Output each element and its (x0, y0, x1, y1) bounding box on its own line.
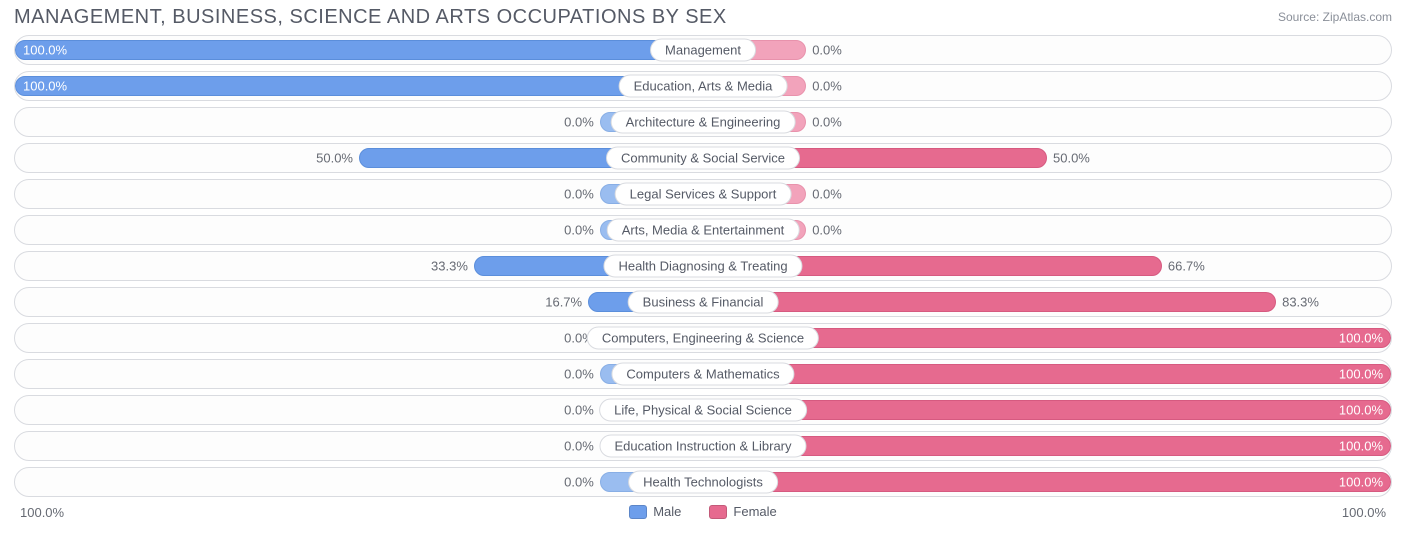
female-pct-label: 50.0% (1053, 151, 1090, 166)
female-bar (703, 364, 1391, 384)
category-label: Life, Physical & Social Science (599, 399, 807, 422)
male-pct-label: 0.0% (564, 403, 594, 418)
source-label: Source: ZipAtlas.com (1278, 10, 1392, 24)
male-pct-label: 0.0% (564, 187, 594, 202)
male-half: 0.0% (15, 216, 703, 244)
legend-male-label: Male (653, 504, 681, 519)
female-bar (703, 292, 1276, 312)
category-label: Legal Services & Support (615, 183, 792, 206)
male-pct-label: 0.0% (564, 439, 594, 454)
swatch-female (709, 505, 727, 519)
female-pct-label: 66.7% (1168, 259, 1205, 274)
female-pct-label: 83.3% (1282, 295, 1319, 310)
category-label: Computers & Mathematics (611, 363, 794, 386)
female-half: 100.0% (703, 360, 1391, 388)
chart-row: 0.0% 0.0% Architecture & Engineering (14, 107, 1392, 137)
female-bar (703, 472, 1391, 492)
male-pct-label: 33.3% (431, 259, 468, 274)
female-pct-label: 0.0% (812, 187, 842, 202)
chart-row: 0.0% 100.0% Health Technologists (14, 467, 1392, 497)
chart-row: 0.0% 100.0% Education Instruction & Librar… (14, 431, 1392, 461)
female-half: 0.0% (703, 36, 1391, 64)
legend-female-label: Female (733, 504, 776, 519)
category-label: Architecture & Engineering (611, 111, 796, 134)
male-half: 33.3% (15, 252, 703, 280)
category-label: Business & Financial (628, 291, 779, 314)
male-pct-label: 0.0% (564, 475, 594, 490)
female-pct-label: 100.0% (1339, 475, 1383, 490)
chart-title: MANAGEMENT, BUSINESS, SCIENCE AND ARTS O… (14, 6, 727, 29)
female-half: 83.3% (703, 288, 1391, 316)
female-half: 0.0% (703, 108, 1391, 136)
legend-male: Male (629, 504, 681, 519)
category-label: Education Instruction & Library (599, 435, 806, 458)
male-bar (15, 40, 703, 60)
male-half: 0.0% (15, 180, 703, 208)
chart-row: 50.0% 50.0% Community & Social Service (14, 143, 1392, 173)
category-label: Arts, Media & Entertainment (607, 219, 800, 242)
male-half: 0.0% (15, 468, 703, 496)
chart-area: 100.0% 0.0% Management 100.0% 0.0% Education,… (0, 33, 1406, 497)
chart-row: 0.0% 100.0% Life, Physical & Social Scienc… (14, 395, 1392, 425)
chart-row: 33.3% 66.7% Health Diagnosing & Treating (14, 251, 1392, 281)
legend: Male Female (0, 504, 1406, 519)
chart-row: 0.0% 0.0% Legal Services & Support (14, 179, 1392, 209)
category-label: Community & Social Service (606, 147, 800, 170)
male-half: 100.0% (15, 72, 703, 100)
female-pct-label: 100.0% (1339, 331, 1383, 346)
female-half: 0.0% (703, 216, 1391, 244)
male-pct-label: 0.0% (564, 223, 594, 238)
category-label: Education, Arts & Media (619, 75, 788, 98)
chart-row: 16.7% 83.3% Business & Financial (14, 287, 1392, 317)
chart-row: 0.0%100.0%Computers, Engineering & Scien… (14, 323, 1392, 353)
swatch-male (629, 505, 647, 519)
female-pct-label: 0.0% (812, 223, 842, 238)
category-label: Management (650, 39, 756, 62)
category-label: Health Technologists (628, 471, 778, 494)
female-pct-label: 0.0% (812, 79, 842, 94)
female-pct-label: 0.0% (812, 115, 842, 130)
male-half: 0.0% (15, 360, 703, 388)
female-pct-label: 100.0% (1339, 439, 1383, 454)
female-half: 0.0% (703, 72, 1391, 100)
female-half: 100.0% (703, 468, 1391, 496)
male-pct-label: 100.0% (23, 79, 67, 94)
female-pct-label: 0.0% (812, 43, 842, 58)
axis-right-label: 100.0% (1342, 505, 1386, 520)
male-half: 100.0% (15, 36, 703, 64)
male-pct-label: 16.7% (545, 295, 582, 310)
female-pct-label: 100.0% (1339, 403, 1383, 418)
female-half: 50.0% (703, 144, 1391, 172)
chart-row: 0.0% 100.0% Computers & Mathematics (14, 359, 1392, 389)
chart-row: 0.0% 0.0% Arts, Media & Entertainment (14, 215, 1392, 245)
male-pct-label: 100.0% (23, 43, 67, 58)
female-half: 0.0% (703, 180, 1391, 208)
header: MANAGEMENT, BUSINESS, SCIENCE AND ARTS O… (0, 0, 1406, 33)
male-half: 16.7% (15, 288, 703, 316)
chart-row: 100.0% 0.0% Management (14, 35, 1392, 65)
male-pct-label: 0.0% (564, 115, 594, 130)
male-bar (15, 76, 703, 96)
male-pct-label: 50.0% (316, 151, 353, 166)
female-pct-label: 100.0% (1339, 367, 1383, 382)
axis-left-label: 100.0% (20, 505, 64, 520)
chart-row: 100.0% 0.0% Education, Arts & Media (14, 71, 1392, 101)
category-label: Health Diagnosing & Treating (603, 255, 802, 278)
category-label: Computers, Engineering & Science (587, 327, 819, 350)
male-pct-label: 0.0% (564, 367, 594, 382)
male-half: 50.0% (15, 144, 703, 172)
male-half: 0.0% (15, 108, 703, 136)
female-half: 66.7% (703, 252, 1391, 280)
legend-female: Female (709, 504, 776, 519)
